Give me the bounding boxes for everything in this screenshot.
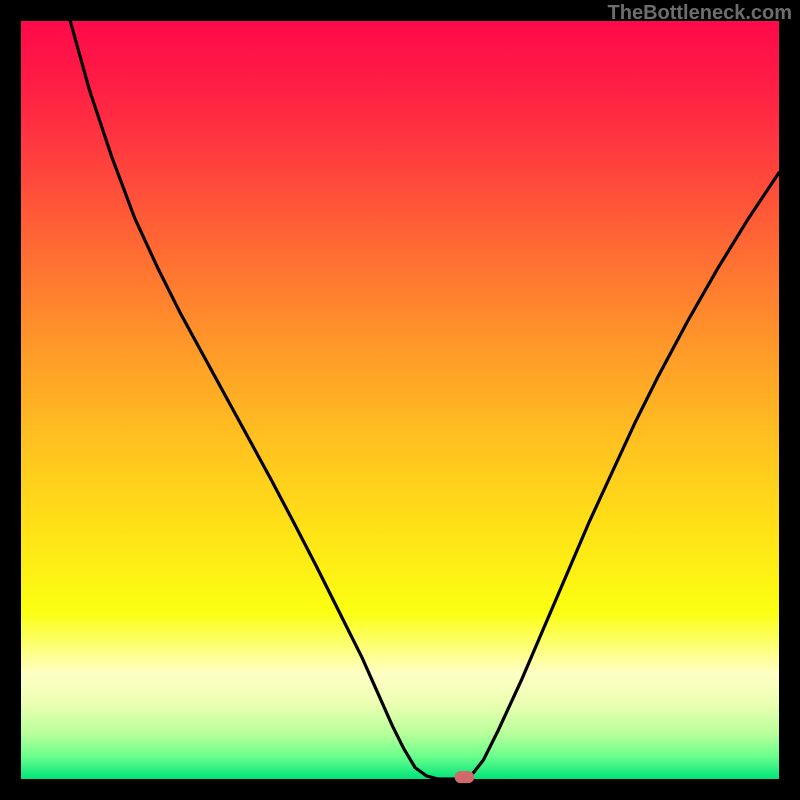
- plot-area: [21, 21, 779, 779]
- optimum-marker: [455, 771, 475, 783]
- watermark-text: TheBottleneck.com: [608, 2, 792, 25]
- chart-container: TheBottleneck.com: [0, 0, 800, 800]
- bottleneck-chart: [0, 0, 800, 800]
